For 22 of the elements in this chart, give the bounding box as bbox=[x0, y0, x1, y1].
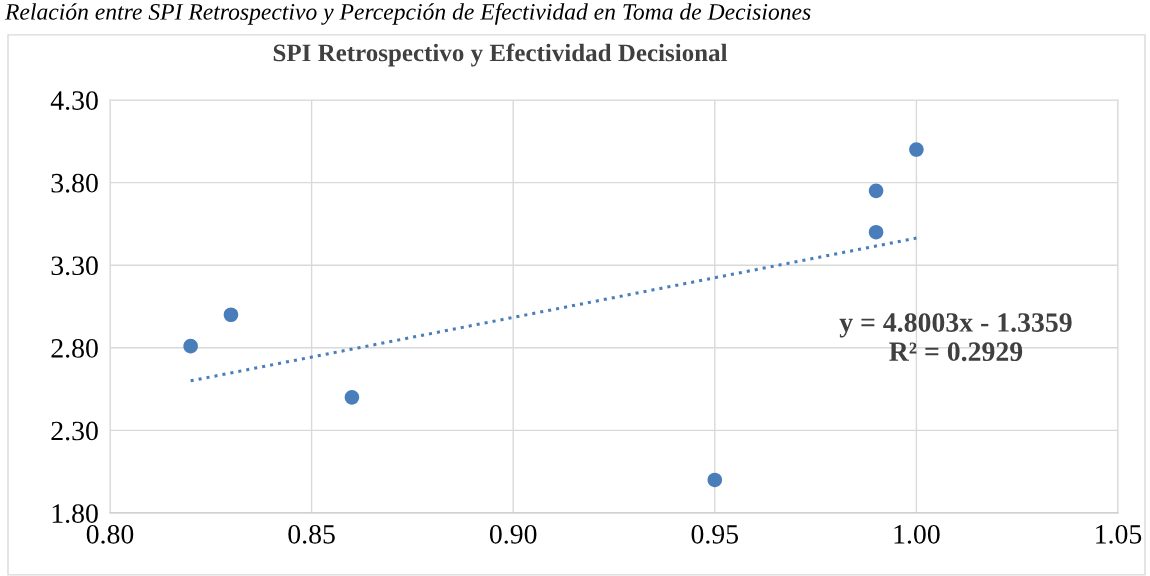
point bbox=[223, 307, 239, 323]
point bbox=[868, 183, 884, 199]
point bbox=[707, 472, 723, 488]
chart-title: SPI Retrospectivo y Efectividad Decisional bbox=[273, 43, 728, 67]
point bbox=[868, 224, 884, 240]
y-tick-label: 3.80 bbox=[51, 173, 98, 193]
y-tick-label: 1.80 bbox=[52, 504, 98, 524]
text: Relación entre SPI Retrospectivo y Percepción de Efectividad en Toma de Decisiones bbox=[4, 3, 811, 25]
point bbox=[909, 142, 924, 157]
point bbox=[344, 390, 360, 405]
y-tick-label: 3.30 bbox=[51, 256, 98, 276]
point bbox=[183, 338, 198, 354]
y-tick-label: 2.30 bbox=[51, 421, 98, 441]
x-tick-label: 0.90 bbox=[489, 524, 537, 544]
y-tick-label: 2.80 bbox=[51, 338, 98, 358]
x-tick-label: 1.00 bbox=[894, 524, 940, 544]
x-tick-label: 0.85 bbox=[288, 524, 335, 544]
x-tick-label: 0.95 bbox=[691, 524, 739, 544]
x-tick-label: 1.05 bbox=[1096, 524, 1142, 544]
y-tick-label: 4.30 bbox=[50, 91, 98, 111]
x-tick-label: 0.80 bbox=[86, 524, 134, 544]
annotation: y = 4.8003x - 1.3359 R² = 0.2929 bbox=[839, 313, 1072, 362]
